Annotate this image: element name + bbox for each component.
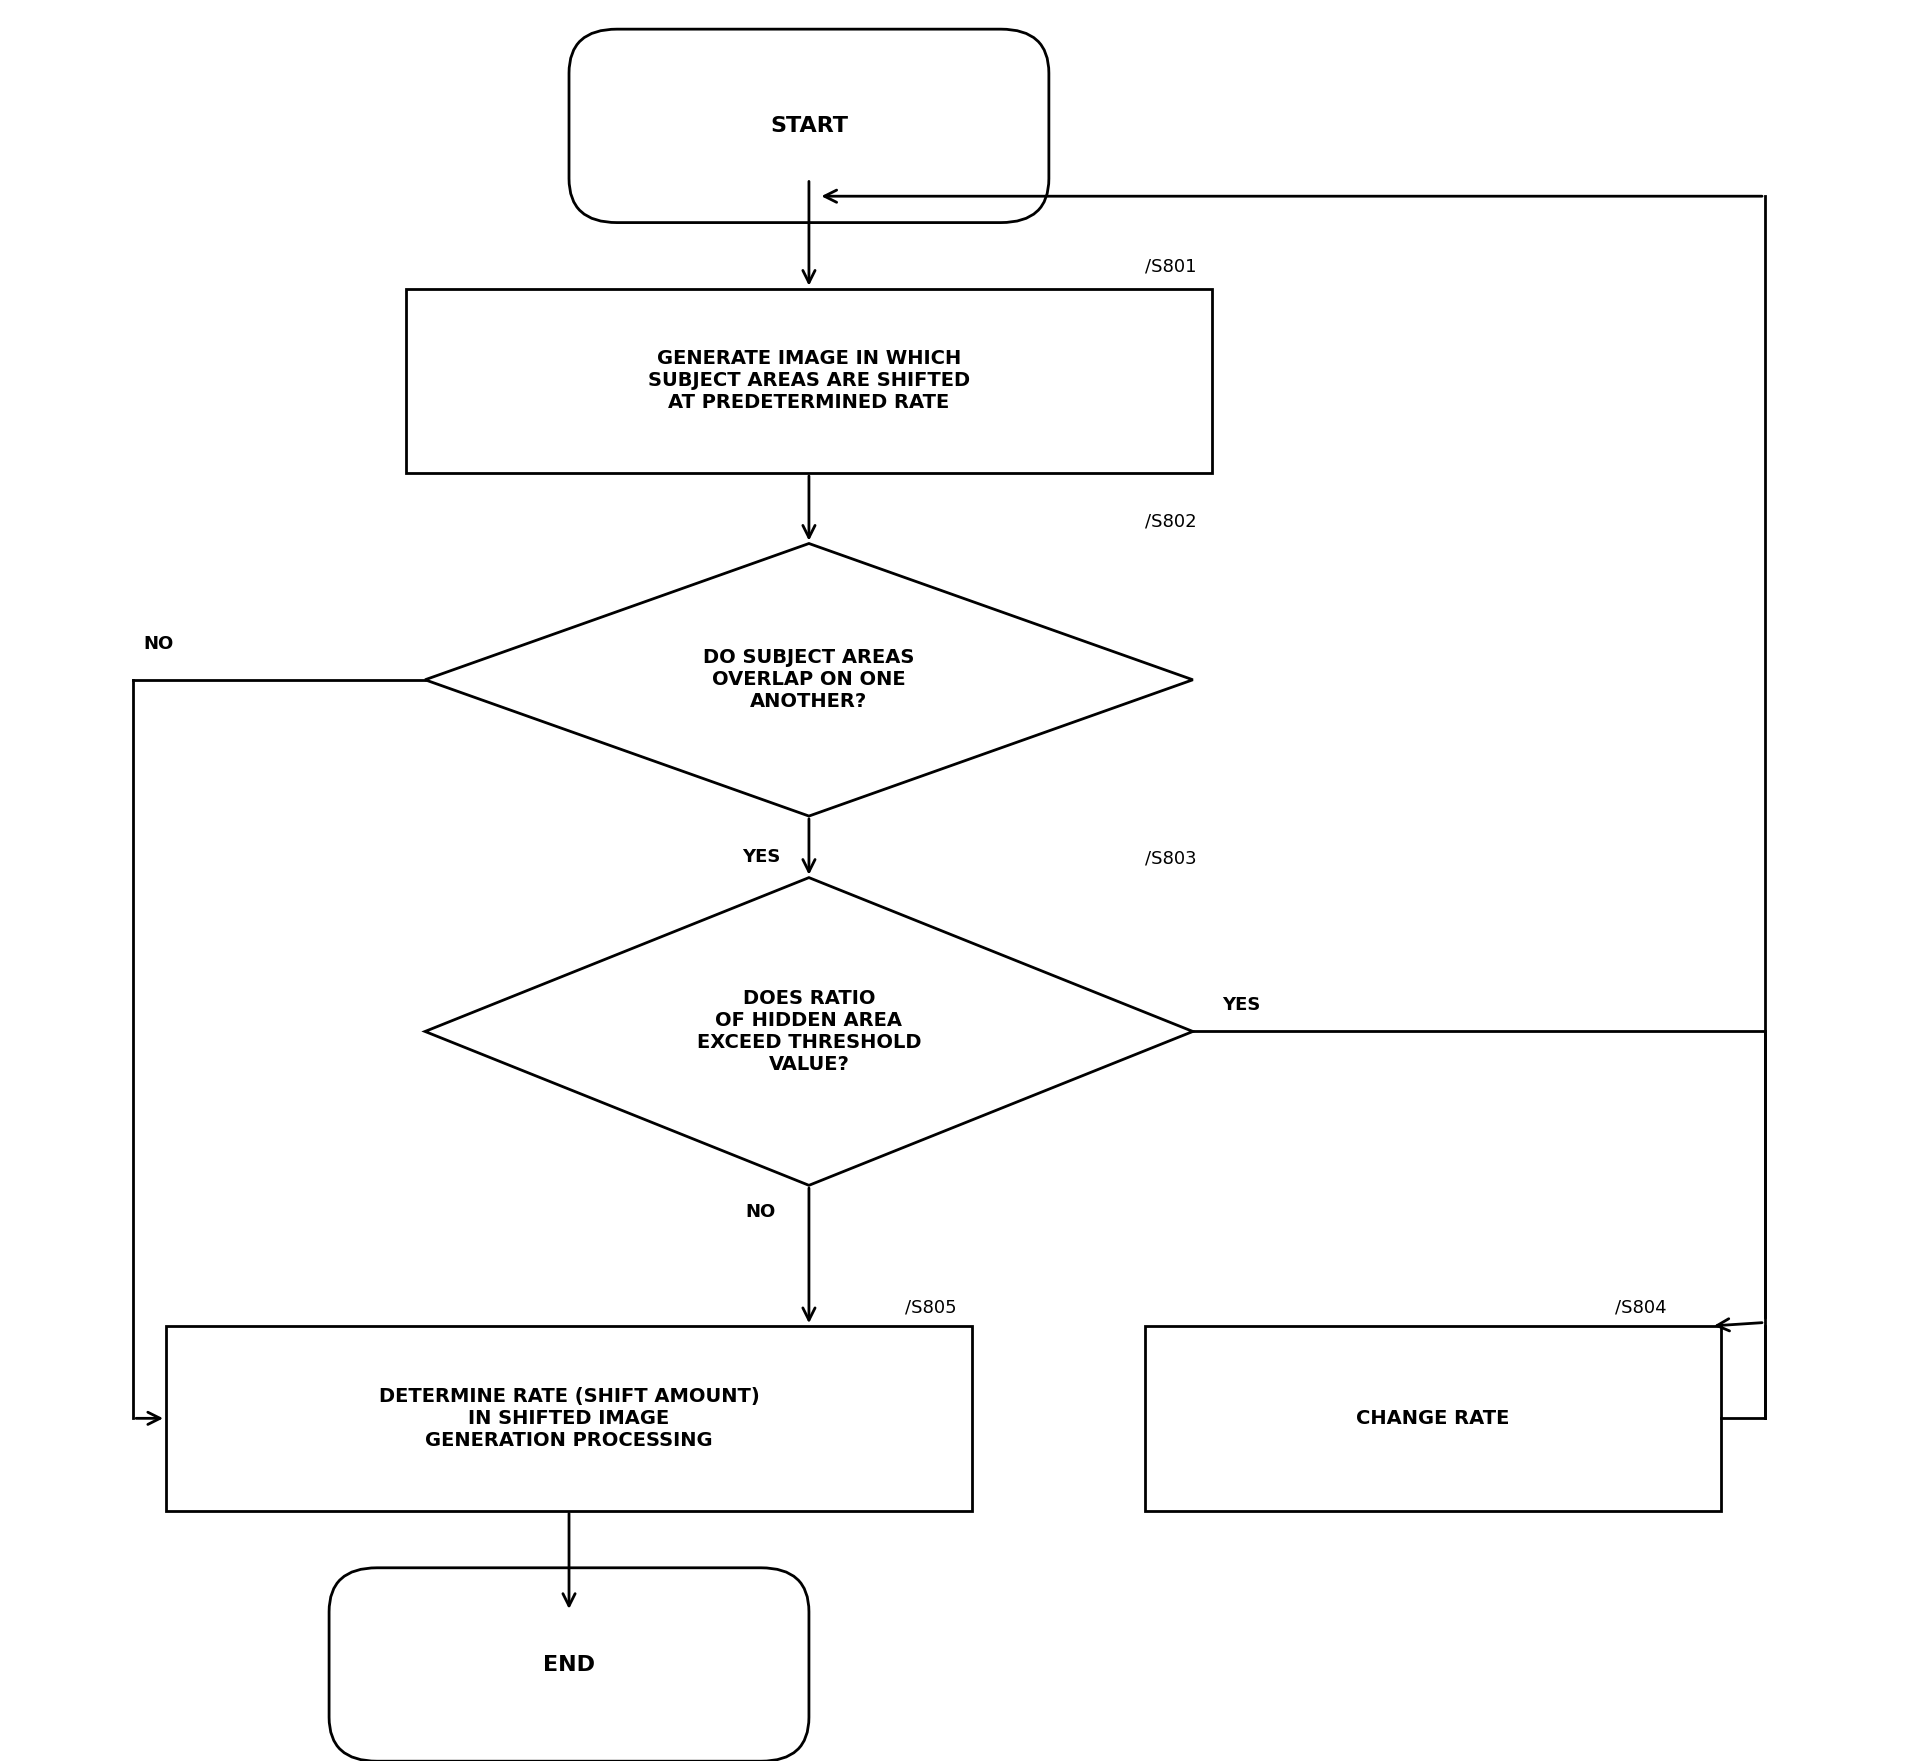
Bar [166, 1327, 972, 1510]
Text: DO SUBJECT AREAS
OVERLAP ON ONE
ANOTHER?: DO SUBJECT AREAS OVERLAP ON ONE ANOTHER? [703, 649, 914, 711]
Text: /S804: /S804 [1615, 1298, 1667, 1316]
Text: CHANGE RATE: CHANGE RATE [1355, 1409, 1509, 1427]
Text: DOES RATIO
OF HIDDEN AREA
EXCEED THRESHOLD
VALUE?: DOES RATIO OF HIDDEN AREA EXCEED THRESHO… [697, 990, 922, 1074]
Text: /S805: /S805 [905, 1298, 957, 1316]
Bar [406, 289, 1213, 473]
Polygon shape [425, 543, 1194, 817]
Text: /S802: /S802 [1145, 512, 1197, 531]
Text: GENERATE IMAGE IN WHICH
SUBJECT AREAS ARE SHIFTED
AT PREDETERMINED RATE: GENERATE IMAGE IN WHICH SUBJECT AREAS AR… [649, 349, 970, 413]
Text: /S801: /S801 [1145, 258, 1195, 275]
FancyBboxPatch shape [570, 30, 1049, 222]
Text: NO: NO [745, 1203, 776, 1221]
Text: END: END [543, 1655, 595, 1674]
Text: YES: YES [741, 848, 780, 866]
Text: YES: YES [1222, 997, 1261, 1014]
Text: NO: NO [142, 635, 173, 653]
Polygon shape [425, 878, 1194, 1185]
Text: DETERMINE RATE (SHIFT AMOUNT)
IN SHIFTED IMAGE
GENERATION PROCESSING: DETERMINE RATE (SHIFT AMOUNT) IN SHIFTED… [379, 1387, 758, 1450]
Text: /S803: /S803 [1145, 850, 1197, 868]
Text: START: START [770, 116, 847, 136]
Bar [1145, 1327, 1721, 1510]
FancyBboxPatch shape [329, 1568, 808, 1760]
